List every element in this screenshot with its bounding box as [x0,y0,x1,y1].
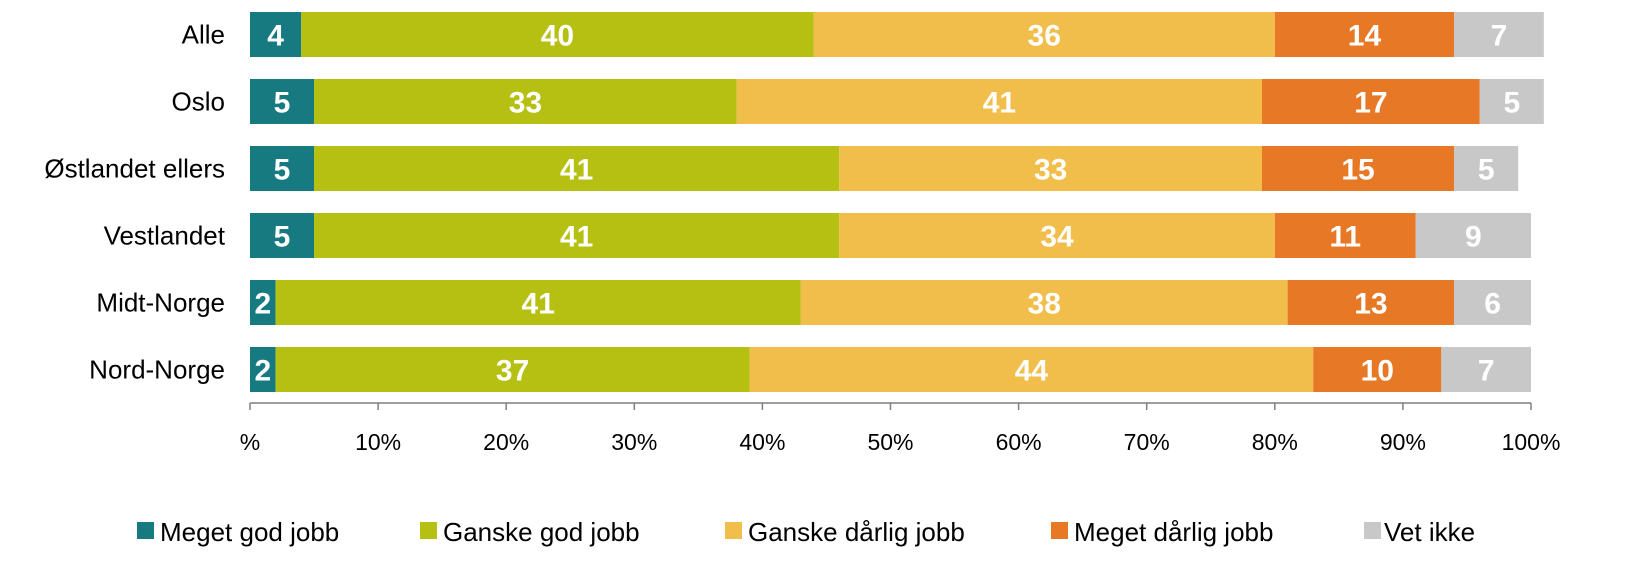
category-label: Nord-Norge [89,355,225,385]
category-labels: Alle Oslo Østlandet ellers Vestlandet Midt-N… [44,20,225,385]
data-label: 10 [1361,355,1394,388]
x-tick-label: 70% [1124,429,1170,455]
legend-swatch [1051,522,1068,539]
bar-segment [1479,79,1544,124]
bar-segment [250,146,315,191]
bar-segment [314,213,840,258]
category-label: Alle [182,20,225,50]
x-tick-label: 10% [355,429,401,455]
legend-label: Meget dårlig jobb [1074,517,1273,547]
data-label: 33 [509,87,542,120]
x-tick-label: 20% [483,429,529,455]
legend-swatch [137,522,154,539]
category-label: Vestlandet [104,221,226,251]
bar-segment [250,280,276,325]
bar-segment [275,347,750,392]
bar-segment [314,146,840,191]
data-label: 34 [1040,221,1074,254]
bar-segment [1454,146,1519,191]
x-tick-label: 100% [1502,429,1561,455]
x-axis: % 10% 20% 30% 40% 50% 60% 70% 80% 90% 100% [240,402,1561,455]
data-label: 2 [254,288,271,321]
data-label: 41 [983,87,1016,120]
category-label: Midt-Norge [96,288,225,318]
data-label: 5 [274,87,291,120]
bar-segment [250,12,302,57]
bar-segment [839,146,1262,191]
data-label: 4 [267,20,284,53]
legend-label: Meget god jobb [160,517,339,547]
data-label: 15 [1341,154,1374,187]
bar-segment [1415,213,1531,258]
bar-segment [736,79,1262,124]
bar-segment [839,213,1275,258]
legend-label: Ganske dårlig jobb [748,517,965,547]
data-label: 6 [1484,288,1501,321]
x-tick-label: 80% [1252,429,1298,455]
data-label: 7 [1478,355,1495,388]
bar-segment [250,347,276,392]
bar-segment [1261,146,1455,191]
bar-segment [1274,213,1416,258]
bar-segment [1261,79,1480,124]
bar-segment [1274,12,1455,57]
legend-swatch [420,522,437,539]
bar-segment [1441,347,1531,392]
data-label: 17 [1354,87,1387,120]
data-label: 38 [1028,288,1061,321]
legend-label: Ganske god jobb [443,517,640,547]
x-tick-label: 90% [1380,429,1426,455]
bar-segment [813,12,1275,57]
legend-swatch [1364,522,1381,539]
x-tick-label: 60% [996,429,1042,455]
data-label: 41 [522,288,555,321]
x-tick-label: 50% [867,429,913,455]
data-label: 13 [1354,288,1387,321]
data-label: 14 [1348,20,1382,53]
data-label: 41 [560,221,593,254]
bar-segment [1287,280,1455,325]
bar-segment [250,213,315,258]
data-label: 33 [1034,154,1067,187]
x-tick-label: 30% [611,429,657,455]
data-label: 5 [274,154,291,187]
bar-segment [1313,347,1442,392]
data-label: 44 [1015,355,1049,388]
bar-segment [1454,12,1544,57]
data-label: 5 [1478,154,1495,187]
data-label: 5 [274,221,291,254]
x-tick-label: 40% [739,429,785,455]
bar-segment [800,280,1288,325]
data-label: 9 [1465,221,1482,254]
category-label: Oslo [172,87,225,117]
data-label: 2 [254,355,271,388]
legend-swatch [725,522,742,539]
bars-layer: 4 40 36 14 7 5 33 41 17 5 5 41 33 15 5 5 41 34 11 9 2 41 38 13 6… [250,12,1544,392]
legend-label: Vet ikke [1384,517,1475,547]
bar-segment [1454,280,1531,325]
legend: Meget god jobb Ganske god jobb Ganske dårl… [137,517,1475,547]
data-label: 37 [496,355,529,388]
data-label: 5 [1503,87,1520,120]
bar-segment [275,280,801,325]
data-label: 11 [1329,221,1361,254]
x-tick-label: % [240,429,260,455]
bar-segment [301,12,814,57]
data-label: 40 [541,20,574,53]
bar-segment [314,79,737,124]
data-label: 36 [1028,20,1061,53]
category-label: Østlandet ellers [44,154,225,184]
data-label: 41 [560,154,593,187]
data-label: 7 [1491,20,1508,53]
bar-segment [250,79,315,124]
bar-segment [749,347,1314,392]
